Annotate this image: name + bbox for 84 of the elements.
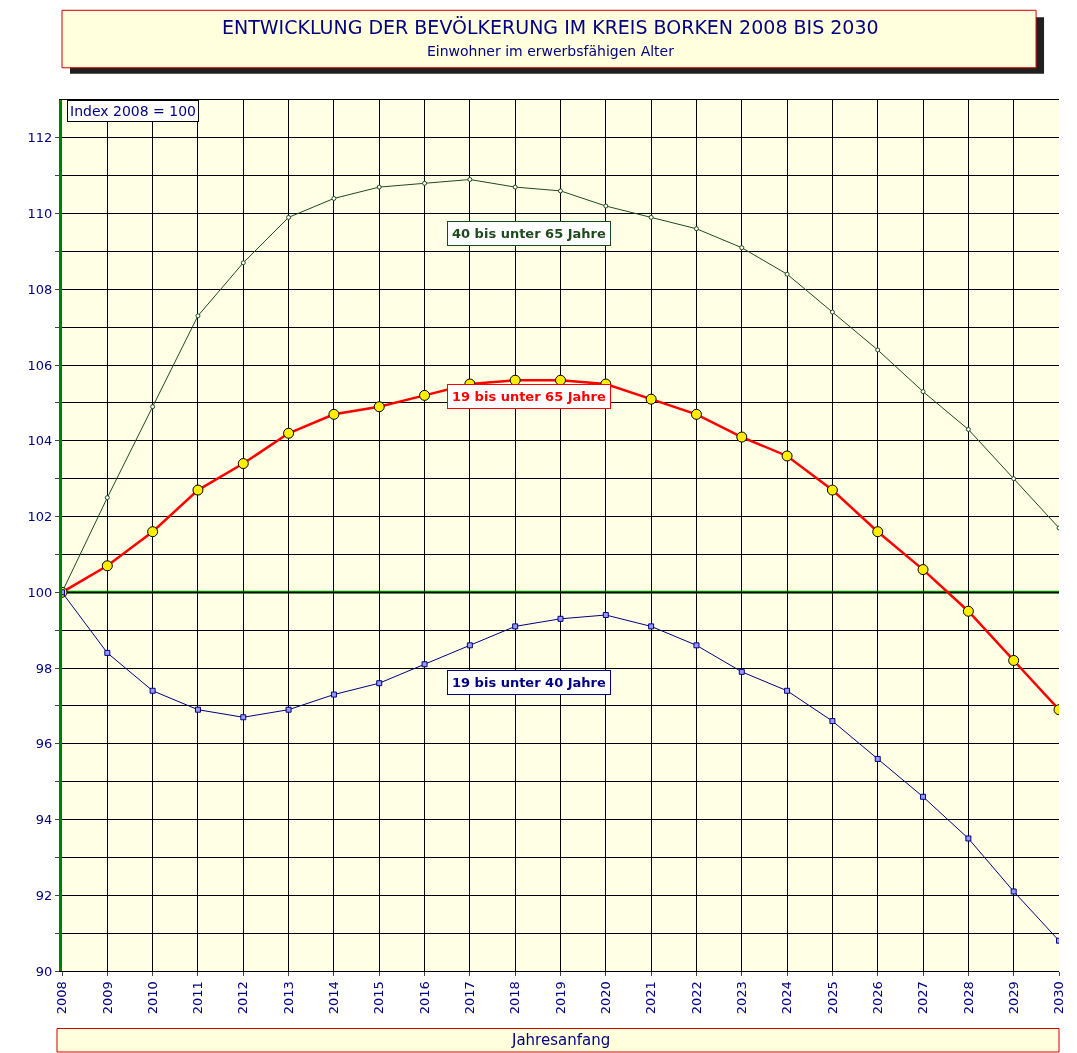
x-tick-label: 2010 xyxy=(144,981,160,1015)
point xyxy=(466,642,473,649)
chart-title: ENTWICKLUNG DER BEVÖLKERUNG IM KREIS BORKEN 2008 BIS 2030 xyxy=(222,16,879,38)
point xyxy=(512,623,519,630)
x-tick-label: 2026 xyxy=(869,981,885,1015)
point xyxy=(693,226,699,232)
point xyxy=(738,668,745,675)
y-tick-label: 102 xyxy=(27,509,53,525)
point xyxy=(558,188,563,194)
point xyxy=(104,649,111,656)
x-tick-label: 2015 xyxy=(371,981,387,1015)
series-label: 19 bis unter 65 Jahre xyxy=(452,389,607,404)
point xyxy=(874,755,881,762)
x-tick-label: 2021 xyxy=(643,981,659,1015)
y-tick-label: 92 xyxy=(35,887,53,903)
point xyxy=(240,260,246,266)
y-tick-label: 98 xyxy=(35,660,53,676)
x-tick-label: 2027 xyxy=(915,981,931,1015)
y-tick-label: 106 xyxy=(27,357,53,373)
x-tick-label: 2023 xyxy=(733,981,749,1015)
x-tick-label: 2016 xyxy=(416,981,432,1015)
point xyxy=(693,642,700,649)
point xyxy=(330,691,337,698)
x-tick-label: 2011 xyxy=(190,981,206,1015)
x-tick-label: 2013 xyxy=(280,981,296,1015)
x-tick-label: 2019 xyxy=(552,981,568,1015)
annotation: Index 2008 = 100 xyxy=(70,103,196,119)
x-tick-label: 2014 xyxy=(326,981,342,1015)
point xyxy=(376,680,383,687)
point xyxy=(965,835,972,842)
point xyxy=(150,404,156,410)
point xyxy=(557,615,564,622)
y-tick-label: 96 xyxy=(35,736,53,752)
x-tick-label: 2009 xyxy=(99,981,115,1015)
series-label: 40 bis unter 65 Jahre xyxy=(452,226,607,241)
x-tick-label: 2025 xyxy=(824,981,840,1015)
point xyxy=(104,495,110,501)
x-tick-label: 2024 xyxy=(779,981,795,1015)
series-label: 19 bis unter 40 Jahre xyxy=(452,675,607,690)
x-axis-title: Jahresanfang xyxy=(511,1031,611,1049)
y-tick-label: 104 xyxy=(27,433,53,449)
point xyxy=(602,612,609,619)
point xyxy=(195,313,201,319)
x-tick-label: 2020 xyxy=(598,981,614,1015)
x-tick-label: 2017 xyxy=(462,981,478,1015)
point xyxy=(875,347,881,353)
point xyxy=(286,214,292,220)
x-tick-label: 2022 xyxy=(688,981,704,1015)
point xyxy=(965,426,971,432)
y-tick-label: 108 xyxy=(27,281,53,297)
point xyxy=(376,184,382,190)
x-tick-label: 2012 xyxy=(235,981,251,1015)
x-tick-label: 2028 xyxy=(960,981,976,1015)
point xyxy=(784,271,790,277)
chart-subtitle: Einwohner im erwerbsfähigen Alter xyxy=(427,43,675,59)
point xyxy=(784,687,791,694)
y-tick-label: 100 xyxy=(27,584,53,600)
x-tick-label: 2018 xyxy=(507,981,523,1015)
point xyxy=(739,245,745,251)
x-tick-label: 2029 xyxy=(1005,981,1021,1015)
point xyxy=(149,687,156,694)
point xyxy=(285,706,292,713)
point xyxy=(240,714,247,721)
point xyxy=(422,180,428,186)
point xyxy=(512,184,518,190)
y-tick-label: 110 xyxy=(27,206,53,222)
y-tick-label: 112 xyxy=(27,130,53,146)
point xyxy=(194,706,201,713)
x-tick-label: 2008 xyxy=(54,981,70,1015)
point xyxy=(421,661,428,668)
point xyxy=(648,214,654,220)
point xyxy=(648,623,655,630)
x-tick-label: 2030 xyxy=(1051,981,1067,1015)
point xyxy=(1010,888,1017,895)
point xyxy=(920,793,927,800)
point xyxy=(1011,476,1017,482)
point xyxy=(829,718,836,725)
y-tick-label: 94 xyxy=(35,812,53,828)
point xyxy=(920,389,926,395)
point xyxy=(467,177,473,183)
y-tick-label: 90 xyxy=(35,963,53,979)
point xyxy=(829,309,835,315)
point xyxy=(331,195,337,201)
point xyxy=(603,203,609,209)
